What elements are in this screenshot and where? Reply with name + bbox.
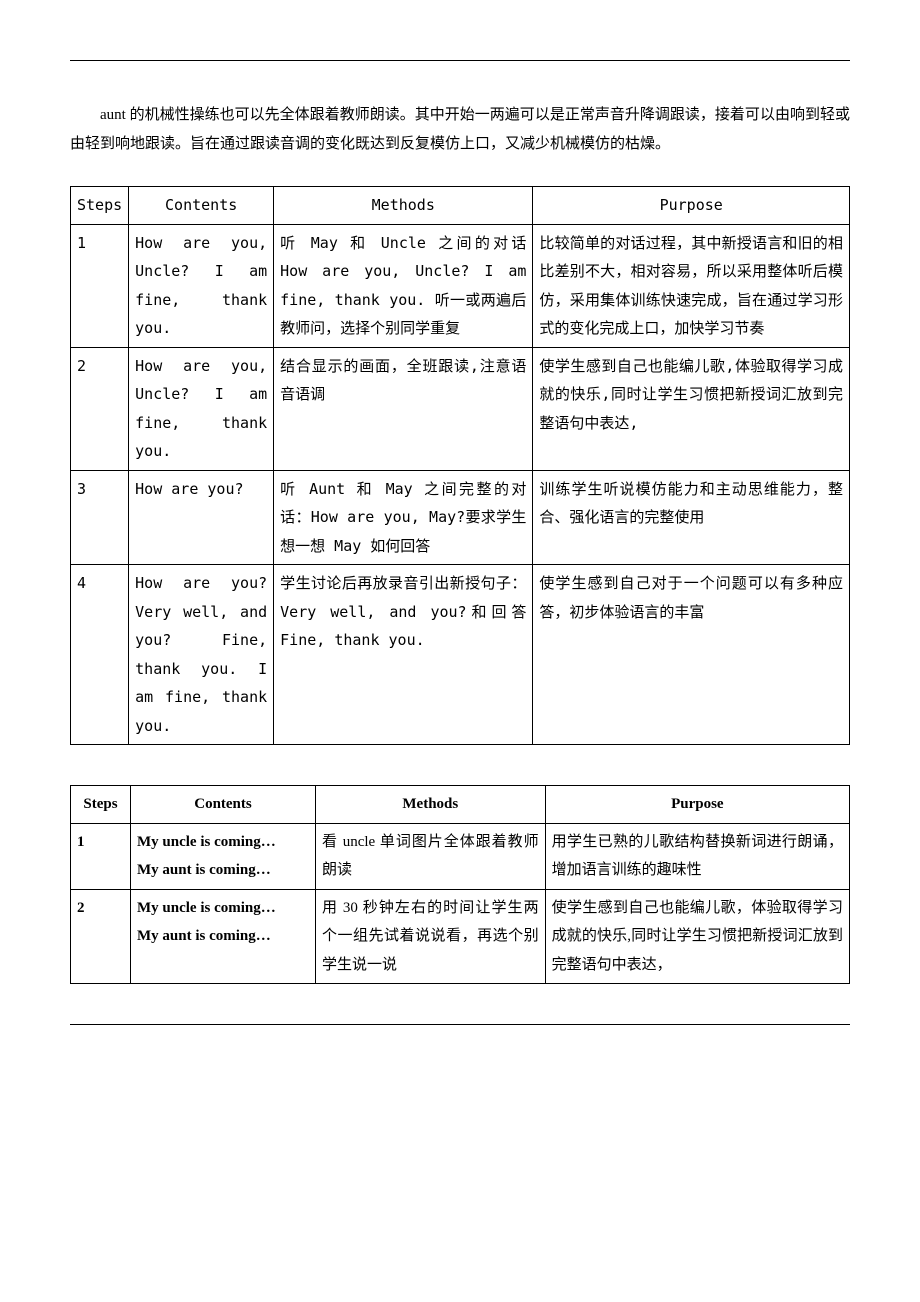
methods-cell: 听 May 和 Uncle 之间的对话 How are you, Uncle? … [274,224,533,347]
bottom-rule [70,1024,850,1025]
contents-cell: How are you? [129,470,274,565]
document-page: aunt 的机械性操练也可以先全体跟着教师朗读。其中开始一两遍可以是正常声音升降… [0,0,920,1065]
purpose-cell: 使学生感到自己也能编儿歌,体验取得学习成就的快乐,同时让学生习惯把新授词汇放到完… [533,347,850,470]
lesson-table-1: Steps Contents Methods Purpose 1 How are… [70,186,850,745]
lesson-table-2: Steps Contents Methods Purpose 1 My uncl… [70,785,850,984]
methods-cell: 听 Aunt 和 May 之间完整的对话：How are you, May?要求… [274,470,533,565]
contents-cell: How are you, Uncle? I am fine, thank you… [129,347,274,470]
contents-line-2: My aunt is coming… [137,928,271,944]
contents-cell: My uncle is coming… My aunt is coming… [131,889,316,984]
purpose-cell: 用学生已熟的儿歌结构替换新词进行朗诵，增加语言训练的趣味性 [545,823,849,889]
methods-cell: 学生讨论后再放录音引出新授句子：Very well, and you?和回答 F… [274,565,533,745]
col-header-methods: Methods [274,187,533,225]
table-row: 4 How are you? Very well, and you? Fine,… [71,565,850,745]
col-header-purpose: Purpose [533,187,850,225]
col-header-steps: Steps [71,187,129,225]
table-row: 1 My uncle is coming… My aunt is coming…… [71,823,850,889]
col-header-steps: Steps [71,786,131,824]
contents-line-2: My aunt is coming… [137,862,271,878]
step-cell: 2 [71,889,131,984]
step-cell: 2 [71,347,129,470]
table-header-row: Steps Contents Methods Purpose [71,786,850,824]
contents-cell: My uncle is coming… My aunt is coming… [131,823,316,889]
intro-paragraph: aunt 的机械性操练也可以先全体跟着教师朗读。其中开始一两遍可以是正常声音升降… [70,101,850,158]
methods-cell: 用 30 秒钟左右的时间让学生两个一组先试着说说看，再选个别学生说一说 [316,889,546,984]
step-cell: 3 [71,470,129,565]
methods-cell: 结合显示的画面，全班跟读,注意语音语调 [274,347,533,470]
table-row: 1 How are you, Uncle? I am fine, thank y… [71,224,850,347]
contents-cell: How are you? Very well, and you? Fine, t… [129,565,274,745]
purpose-cell: 比较简单的对话过程，其中新授语言和旧的相比差别不大，相对容易，所以采用整体听后模… [533,224,850,347]
purpose-cell: 使学生感到自己对于一个问题可以有多种应答，初步体验语言的丰富 [533,565,850,745]
col-header-contents: Contents [129,187,274,225]
top-rule [70,60,850,61]
col-header-purpose: Purpose [545,786,849,824]
table-row: 2 How are you, Uncle? I am fine, thank y… [71,347,850,470]
col-header-methods: Methods [316,786,546,824]
step-cell: 4 [71,565,129,745]
methods-cell: 看 uncle 单词图片全体跟着教师朗读 [316,823,546,889]
contents-line-1: My uncle is coming… [137,900,276,916]
table-row: 2 My uncle is coming… My aunt is coming…… [71,889,850,984]
purpose-cell: 使学生感到自己也能编儿歌，体验取得学习成就的快乐,同时让学生习惯把新授词汇放到完… [545,889,849,984]
step-cell: 1 [71,224,129,347]
table-header-row: Steps Contents Methods Purpose [71,187,850,225]
col-header-contents: Contents [131,786,316,824]
contents-cell: How are you, Uncle? I am fine, thank you… [129,224,274,347]
purpose-cell: 训练学生听说模仿能力和主动思维能力，整合、强化语言的完整使用 [533,470,850,565]
table-row: 3 How are you? 听 Aunt 和 May 之间完整的对话：How … [71,470,850,565]
contents-line-1: My uncle is coming… [137,834,276,850]
step-cell: 1 [71,823,131,889]
